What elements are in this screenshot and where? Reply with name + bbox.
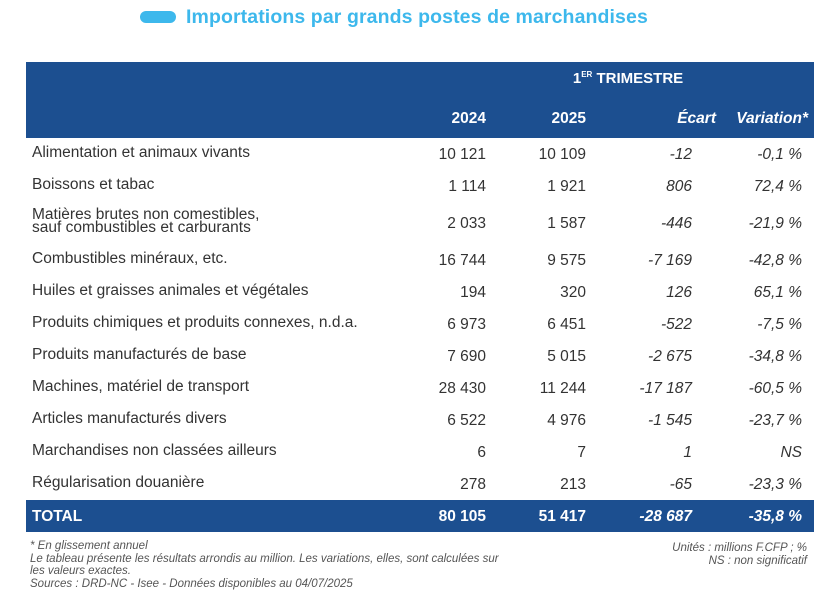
total-2025: 51 417: [538, 508, 586, 525]
cell-2024: 28 430: [438, 380, 486, 397]
table-row: Huiles et graisses animales et végétales…: [26, 276, 814, 308]
cell-ecart: -2 675: [648, 348, 692, 365]
cell-2025: 10 109: [538, 146, 586, 163]
cell-variation: 65,1 %: [753, 284, 802, 301]
total-2024: 80 105: [438, 508, 486, 525]
row-label: Articles manufacturés divers: [32, 410, 227, 427]
cell-2025: 1 921: [547, 178, 586, 195]
title-block: Importations par grands postes de marcha…: [140, 4, 648, 30]
cell-ecart: -446: [660, 215, 692, 232]
table-row: Régularisation douanière 278 213 -65 -23…: [26, 468, 814, 500]
cell-ecart: -12: [669, 146, 692, 163]
cell-2024: 16 744: [438, 252, 486, 269]
table-row: Produits chimiques et produits connexes,…: [26, 308, 814, 340]
footnote-line: Sources : DRD-NC - Isee - Données dispon…: [30, 577, 353, 590]
row-label: Régularisation douanière: [32, 474, 205, 491]
footnotes: * En glissement annuel Le tableau présen…: [30, 540, 590, 590]
cell-2024: 6: [477, 444, 486, 461]
row-label: Marchandises non classées ailleurs: [32, 442, 277, 459]
cell-2024: 2 033: [447, 215, 486, 232]
cell-variation: -7,5 %: [757, 316, 802, 333]
col-header-2025: 2025: [551, 110, 586, 127]
cell-ecart: -17 187: [639, 380, 692, 397]
row-label-line1: Matières brutes non comestibles,: [32, 206, 260, 223]
cell-2025: 6 451: [547, 316, 586, 333]
cell-ecart: -522: [660, 316, 692, 333]
total-ecart: -28 687: [639, 508, 692, 525]
cell-variation: -42,8 %: [748, 252, 802, 269]
table-row: Boissons et tabac 1 114 1 921 806 72,4 %: [26, 170, 814, 202]
total-variation: -35,8 %: [748, 508, 802, 525]
cell-ecart: -1 545: [648, 412, 692, 429]
col-header-variation: Variation*: [736, 110, 808, 127]
cell-2025: 1 587: [547, 215, 586, 232]
row-label-line2: sauf combustibles et carburants: [32, 219, 251, 236]
row-label: Machines, matériel de transport: [32, 378, 250, 395]
table-row: Marchandises non classées ailleurs 6 7 1…: [26, 436, 814, 468]
cell-2024: 1 114: [448, 178, 486, 195]
imports-table: 1ER TRIMESTRE 2024 2025 Écart Variation*…: [26, 62, 814, 532]
footnote-line: les valeurs exactes.: [30, 565, 131, 577]
row-label: Huiles et graisses animales et végétales: [32, 282, 309, 299]
cell-ecart: 126: [666, 284, 692, 301]
cell-variation: -21,9 %: [748, 215, 802, 232]
cell-2025: 5 015: [547, 348, 586, 365]
footnote-line: * En glissement annuel: [30, 540, 148, 552]
cell-2024: 6 973: [447, 316, 486, 333]
row-label: Produits manufacturés de base: [32, 346, 247, 363]
period-header: 1ER TRIMESTRE: [442, 70, 814, 87]
cell-2024: 278: [460, 476, 486, 493]
row-label: Matières brutes non comestibles, sauf com…: [32, 206, 260, 236]
period-text: TRIMESTRE: [596, 70, 684, 87]
cell-2024: 6 522: [447, 412, 486, 429]
row-label: Produits chimiques et produits connexes,…: [32, 314, 358, 331]
units-note: Unités : millions F.CFP ; % NS : non sig…: [672, 542, 807, 567]
cell-variation: -34,8 %: [748, 348, 802, 365]
cell-ecart: 806: [666, 178, 692, 195]
cell-2024: 194: [460, 284, 486, 301]
table-row: Articles manufacturés divers 6 522 4 976…: [26, 404, 814, 436]
units-line: Unités : millions F.CFP ; %: [672, 542, 807, 554]
row-label: Boissons et tabac: [32, 176, 155, 193]
footnote-line: Le tableau présente les résultats arrond…: [30, 552, 499, 565]
cell-2024: 7 690: [447, 348, 486, 365]
cell-ecart: -7 169: [648, 252, 692, 269]
total-label: TOTAL: [32, 508, 83, 525]
col-header-2024: 2024: [451, 110, 486, 127]
table-row: Matières brutes non comestibles, sauf com…: [26, 202, 814, 244]
cell-2024: 10 121: [438, 146, 486, 163]
cell-2025: 213: [560, 476, 586, 493]
table-header: 1ER TRIMESTRE 2024 2025 Écart Variation*: [26, 62, 814, 138]
cell-2025: 11 244: [539, 380, 586, 397]
col-header-ecart: Écart: [677, 110, 716, 127]
row-label: Alimentation et animaux vivants: [32, 144, 250, 161]
table-row: Combustibles minéraux, etc. 16 744 9 575…: [26, 244, 814, 276]
title-pill-icon: [140, 11, 176, 23]
cell-ecart: -65: [669, 476, 692, 493]
units-line: NS : non significatif: [708, 554, 807, 567]
cell-2025: 4 976: [547, 412, 586, 429]
period-sup: ER: [581, 70, 593, 79]
page-title: Importations par grands postes de marcha…: [186, 5, 648, 28]
cell-variation: -0,1 %: [757, 146, 802, 163]
cell-variation: -23,3 %: [748, 476, 802, 493]
period-num: 1: [572, 70, 582, 87]
table-body: Alimentation et animaux vivants 10 121 1…: [26, 138, 814, 500]
table-row: Alimentation et animaux vivants 10 121 1…: [26, 138, 814, 170]
cell-variation: -60,5 %: [748, 380, 802, 397]
cell-2025: 320: [560, 284, 586, 301]
total-row: TOTAL 80 105 51 417 -28 687 -35,8 %: [26, 500, 814, 532]
table-row: Produits manufacturés de base 7 690 5 01…: [26, 340, 814, 372]
table-row: Machines, matériel de transport 28 430 1…: [26, 372, 814, 404]
row-label: Combustibles minéraux, etc.: [32, 250, 228, 267]
cell-2025: 9 575: [547, 252, 586, 269]
cell-ecart: 1: [683, 444, 692, 461]
cell-2025: 7: [577, 444, 586, 461]
cell-variation: -23,7 %: [748, 412, 802, 429]
cell-variation: NS: [780, 444, 802, 461]
cell-variation: 72,4 %: [753, 178, 802, 195]
